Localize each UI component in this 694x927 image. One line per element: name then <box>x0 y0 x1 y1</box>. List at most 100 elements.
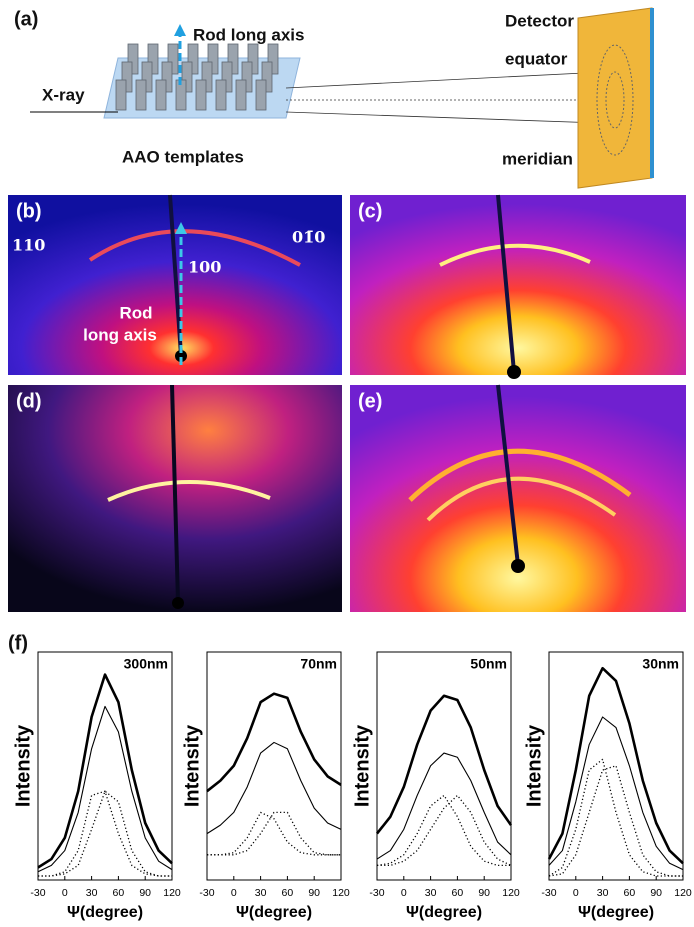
panel-label: (a) <box>14 8 38 30</box>
curve <box>38 790 172 877</box>
equator-label: equator <box>505 49 568 68</box>
curve <box>207 811 341 856</box>
chart-title: 70nm <box>300 656 337 672</box>
beam-stop <box>175 350 187 362</box>
x-tick-label: -30 <box>199 887 214 899</box>
x-tick-label: 90 <box>478 887 490 899</box>
chart-title: 300nm <box>124 656 168 672</box>
x-tick-label: 120 <box>674 887 692 899</box>
curve <box>548 758 683 877</box>
detector-ring <box>596 44 634 156</box>
pattern-image <box>350 385 686 612</box>
reflection-label: 110 <box>12 236 45 255</box>
beam-stop <box>507 365 521 379</box>
curve <box>37 705 173 873</box>
ring <box>408 448 632 502</box>
panel-label: (d) <box>16 390 42 412</box>
rod-axis-label: Rod <box>119 303 152 322</box>
rods <box>115 43 279 111</box>
pattern-e: (e) <box>350 384 686 612</box>
panel-label: (c) <box>358 200 382 222</box>
x-tick-label: 0 <box>401 887 407 899</box>
beam-stop <box>496 194 516 373</box>
panel-label: (e) <box>358 390 382 412</box>
chart-title: 30nm <box>642 656 679 672</box>
detector <box>577 7 653 189</box>
panel-label: (b) <box>16 200 42 222</box>
beam-stop <box>496 384 520 566</box>
curve <box>207 811 341 856</box>
x-tick-label: 60 <box>452 887 464 899</box>
x-tick-label: 120 <box>502 887 520 899</box>
x-tick-label: 90 <box>308 887 320 899</box>
x-tick-label: 30 <box>425 887 437 899</box>
ring <box>88 229 301 267</box>
x-tick-label: 60 <box>113 887 125 899</box>
x-tick-label: 60 <box>282 887 294 899</box>
x-axis-label: Ψ(degree) <box>406 904 482 921</box>
beam-stop <box>170 384 180 603</box>
y-axis-label: Intensity <box>181 724 203 807</box>
x-tick-label: 30 <box>597 887 609 899</box>
x-tick-label: 60 <box>624 887 636 899</box>
ring <box>426 476 617 522</box>
rod-axis-label: long axis <box>83 325 157 344</box>
curve <box>548 765 683 877</box>
y-axis-label: Intensity <box>12 724 34 807</box>
panel-label: (f) <box>8 632 28 654</box>
x-tick-label: 0 <box>231 887 237 899</box>
arrow-head <box>175 222 187 234</box>
reflection-label: 01̄0 <box>292 228 325 247</box>
x-tick-label: 0 <box>62 887 68 899</box>
x-tick-label: 120 <box>332 887 350 899</box>
curve <box>376 752 512 860</box>
x-axis-label: Ψ(degree) <box>236 904 312 921</box>
curve <box>376 794 511 867</box>
x-tick-label: -30 <box>369 887 384 899</box>
plot-frame <box>206 651 342 881</box>
beam-stop <box>172 597 184 609</box>
ring <box>439 243 591 267</box>
y-axis-label: Intensity <box>351 724 373 807</box>
plot-frame <box>376 651 512 881</box>
x-axis-label: Ψ(degree) <box>67 904 143 921</box>
pattern-image <box>350 195 686 375</box>
pattern-d: (d) <box>8 384 342 612</box>
meridian-label: meridian <box>502 149 573 168</box>
curve <box>377 794 512 867</box>
pattern-c: (c) <box>350 194 686 379</box>
pattern-b: (b) 110 100 01̄0 Rod long axis <box>8 194 342 375</box>
chart-title: 50nm <box>470 656 507 672</box>
x-axis-label: Ψ(degree) <box>578 904 654 921</box>
arrow-head <box>174 24 186 36</box>
x-tick-label: 90 <box>650 887 662 899</box>
curve <box>37 673 173 869</box>
beam-stop <box>168 194 183 356</box>
schematic: (a) Rod long axis X-ray AAO templates De… <box>14 7 654 189</box>
x-tick-label: -30 <box>30 887 45 899</box>
y-axis-label: Intensity <box>523 724 545 807</box>
detector-ring <box>605 71 625 129</box>
detector-label: Detector <box>505 11 574 30</box>
templates-label: AAO templates <box>122 147 244 166</box>
x-tick-label: 0 <box>573 887 579 899</box>
curve <box>547 666 684 865</box>
plot-frame <box>548 651 684 881</box>
x-tick-label: 90 <box>139 887 151 899</box>
curve <box>206 692 342 793</box>
beam-stop <box>511 559 525 573</box>
plot-frame <box>37 651 173 881</box>
x-tick-label: -30 <box>541 887 556 899</box>
reflection-label: 100 <box>188 258 221 277</box>
curve <box>38 790 172 877</box>
rod-axis-label: Rod long axis <box>193 25 304 44</box>
curve <box>548 716 684 871</box>
xray-label: X-ray <box>42 85 85 104</box>
scatter-lines <box>285 71 629 125</box>
curve <box>206 741 342 835</box>
curve <box>375 694 513 835</box>
x-tick-label: 120 <box>163 887 181 899</box>
x-tick-label: 30 <box>86 887 98 899</box>
x-tick-label: 30 <box>255 887 267 899</box>
